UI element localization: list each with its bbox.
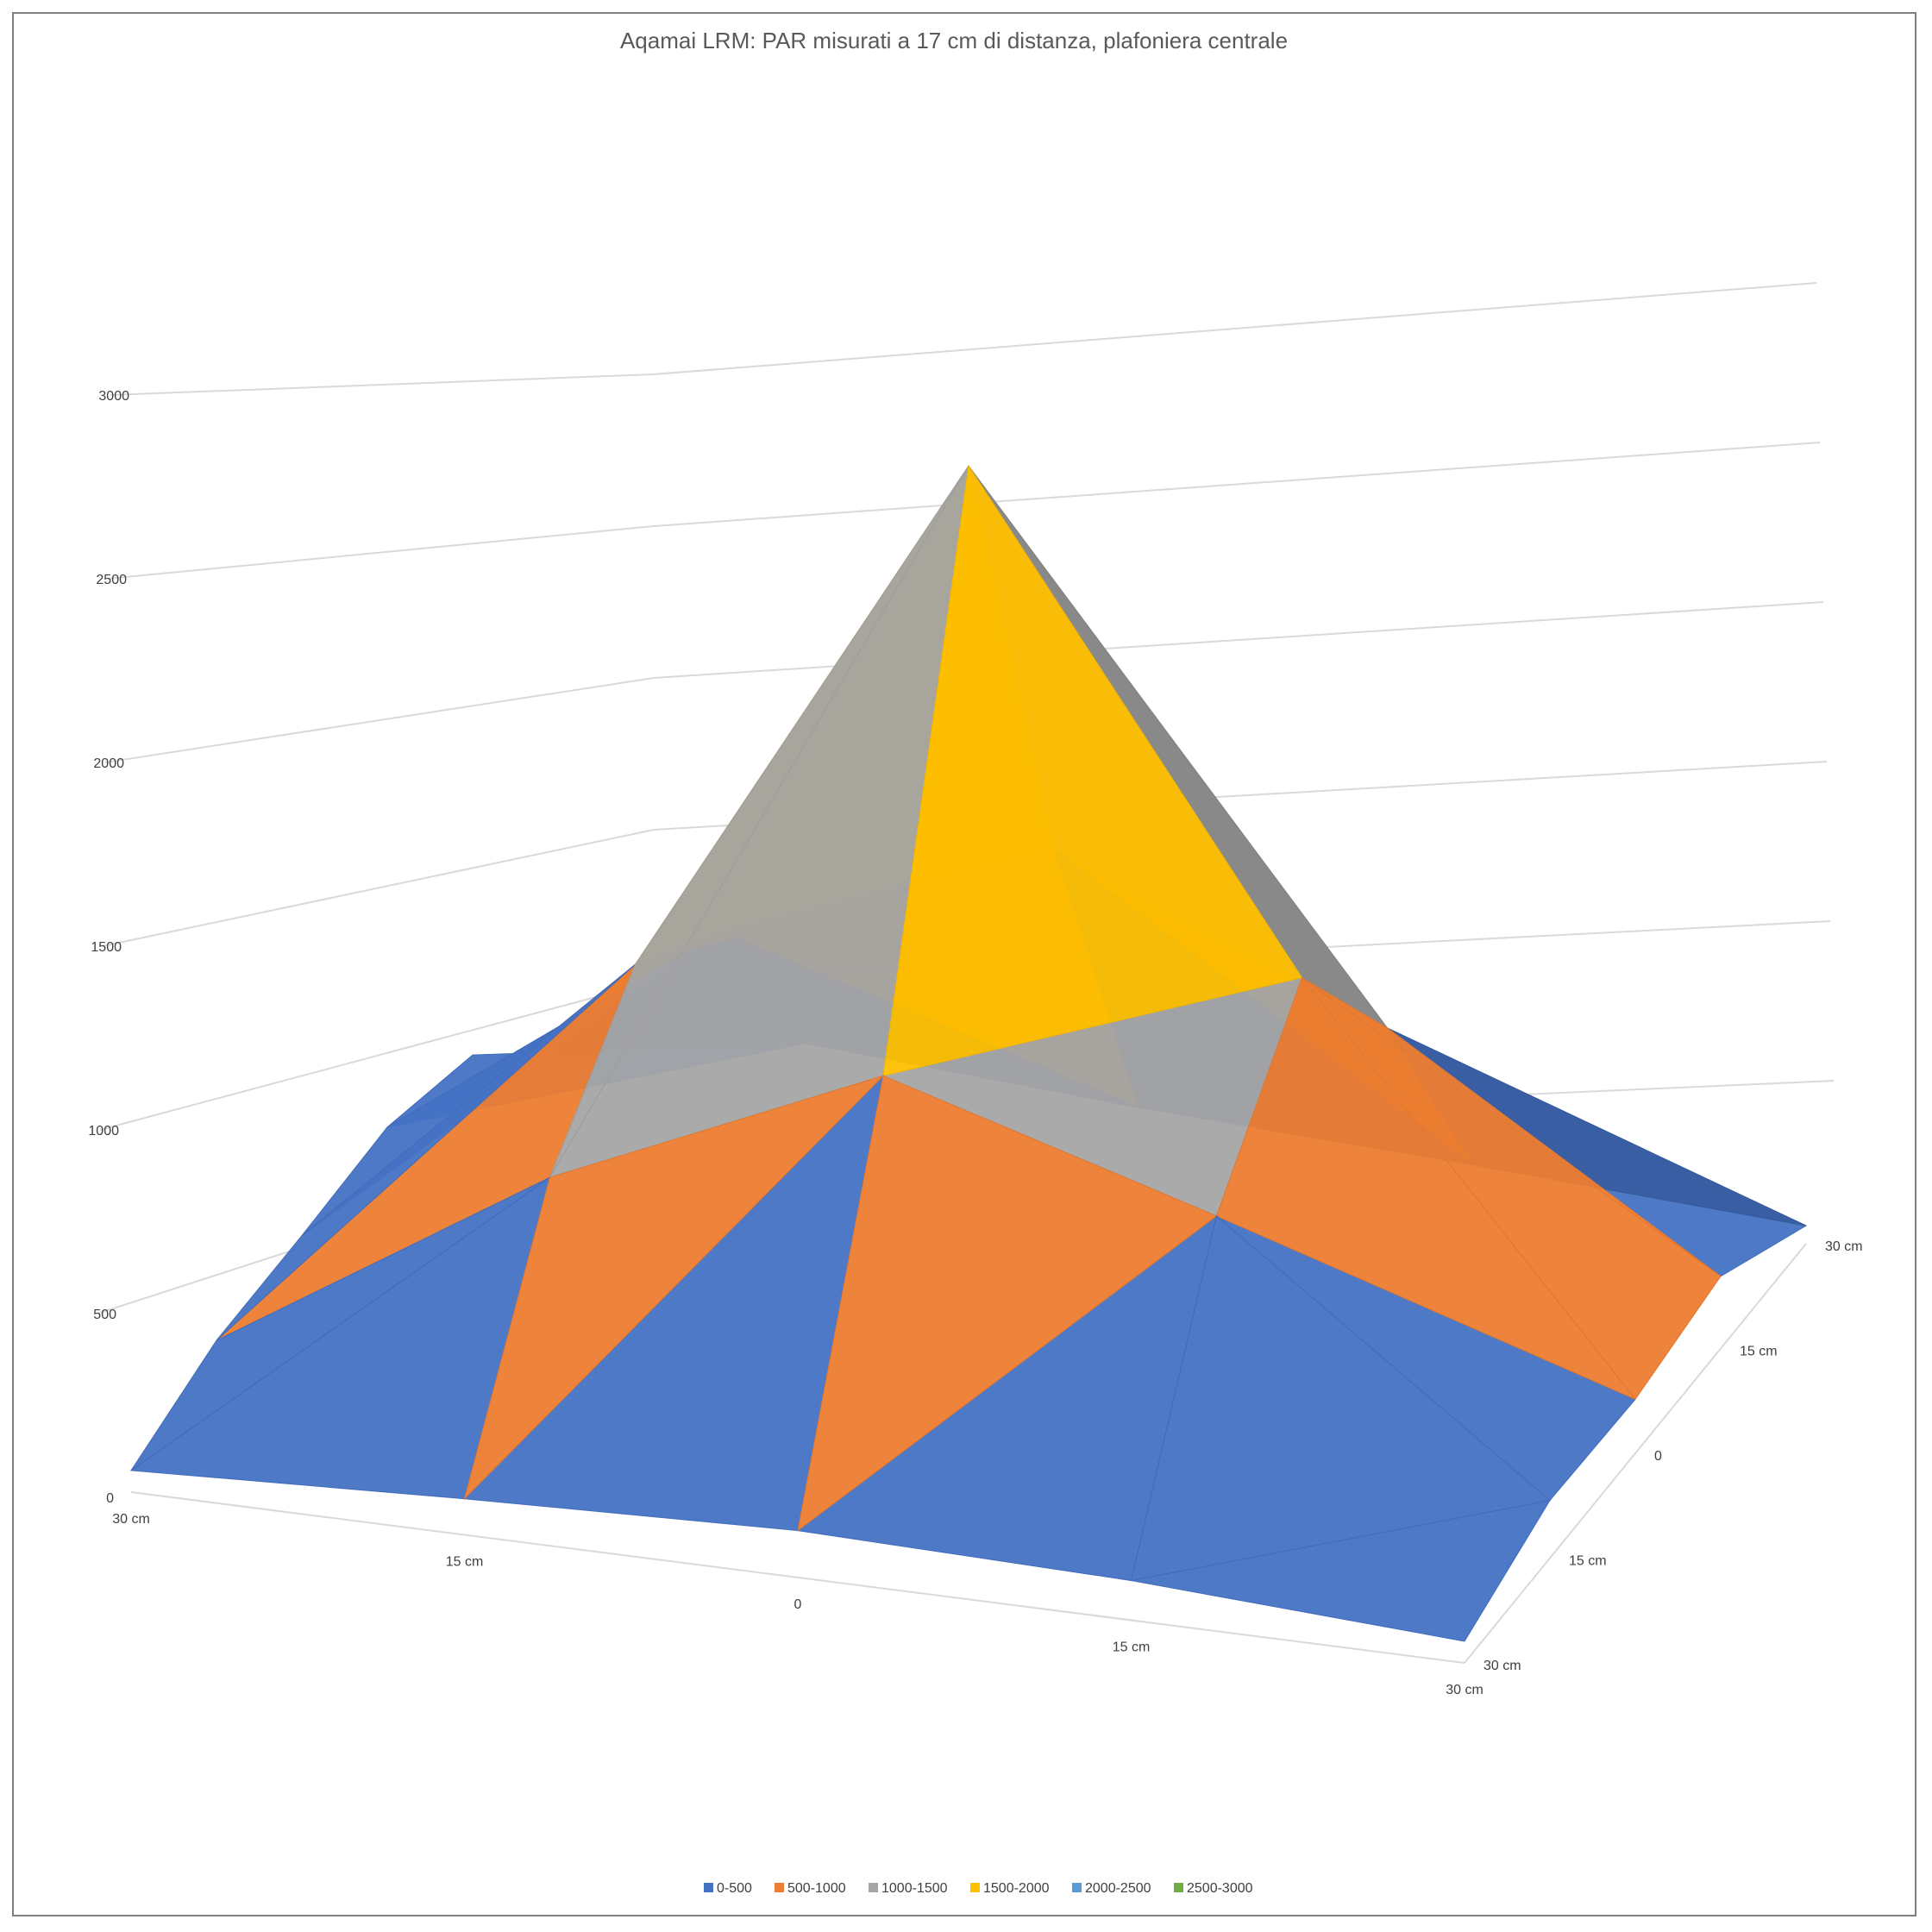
surface-facet (1302, 977, 1722, 1277)
z-tick-label: 500 (93, 1308, 116, 1322)
y-tick-label: 15 cm (1740, 1345, 1778, 1359)
z-gridline (107, 442, 1821, 580)
legend-item: 1000-1500 (869, 1881, 948, 1896)
chart-title: Aqamai LRM: PAR misurati a 17 cm di dist… (620, 28, 1288, 53)
z-tick-label: 3000 (98, 389, 129, 404)
x-tick-label: 30 cm (112, 1512, 150, 1527)
legend-swatch (970, 1883, 980, 1892)
x-tick-label: 30 cm (1446, 1683, 1484, 1697)
z-tick-label: 2500 (96, 573, 127, 587)
axes (130, 1243, 1807, 1664)
surface-plot (129, 464, 1808, 1642)
y-tick-label: 30 cm (1484, 1659, 1521, 1673)
legend-label: 500-1000 (787, 1881, 846, 1896)
legend-label: 1000-1500 (881, 1881, 948, 1896)
y-tick-label: 30 cm (1825, 1239, 1863, 1254)
z-tick-label: 1000 (88, 1124, 119, 1138)
surface-facet (797, 1075, 1218, 1532)
x-tick-label: 15 cm (446, 1555, 484, 1570)
x-axis-labels: 30 cm 15 cm 0 15 cm 30 cm (112, 1512, 1484, 1697)
surface-facet (130, 1176, 550, 1471)
y-tick-label: 0 (1654, 1449, 1662, 1464)
z-gridline (104, 601, 1824, 763)
legend-item: 0-500 (704, 1881, 752, 1896)
surface-facet (463, 1075, 884, 1501)
y-axis-line (1464, 1243, 1807, 1664)
surface-facet (1215, 976, 1636, 1400)
z-gridline (102, 761, 1828, 947)
legend: 0-500 500-1000 1000-1500 1500-2000 2000-2500… (704, 1881, 1253, 1896)
legend-swatch (869, 1883, 878, 1892)
surface-facet (549, 465, 969, 1178)
legend-swatch (775, 1883, 784, 1892)
surface-facet (882, 464, 1303, 1076)
z-gridline (110, 282, 1817, 396)
y-axis-labels: 30 cm 15 cm 0 15 cm 30 cm (1484, 1239, 1863, 1673)
legend-label: 2500-3000 (1187, 1881, 1253, 1896)
legend-item: 500-1000 (775, 1881, 846, 1896)
legend-label: 0-500 (717, 1881, 752, 1896)
surface-facet (216, 963, 636, 1341)
legend-swatch (1072, 1883, 1082, 1892)
z-tick-label: 0 (106, 1491, 114, 1506)
x-tick-label: 15 cm (1113, 1640, 1151, 1655)
legend-item: 2500-3000 (1174, 1881, 1253, 1896)
z-tick-label: 1500 (91, 940, 122, 955)
z-axis-labels: 0 500 1000 1500 2000 2500 3000 (88, 389, 129, 1506)
y-tick-label: 15 cm (1569, 1554, 1607, 1569)
legend-swatch (704, 1883, 713, 1892)
legend-swatch (1174, 1883, 1183, 1892)
surface-facet (1130, 1214, 1552, 1582)
legend-item: 1500-2000 (970, 1881, 1050, 1896)
legend-item: 2000-2500 (1072, 1881, 1151, 1896)
x-tick-label: 0 (794, 1597, 802, 1612)
z-tick-label: 2000 (93, 756, 124, 771)
x-axis-line (130, 1491, 1465, 1664)
legend-label: 1500-2000 (983, 1881, 1050, 1896)
legend-label: 2000-2500 (1085, 1881, 1151, 1896)
